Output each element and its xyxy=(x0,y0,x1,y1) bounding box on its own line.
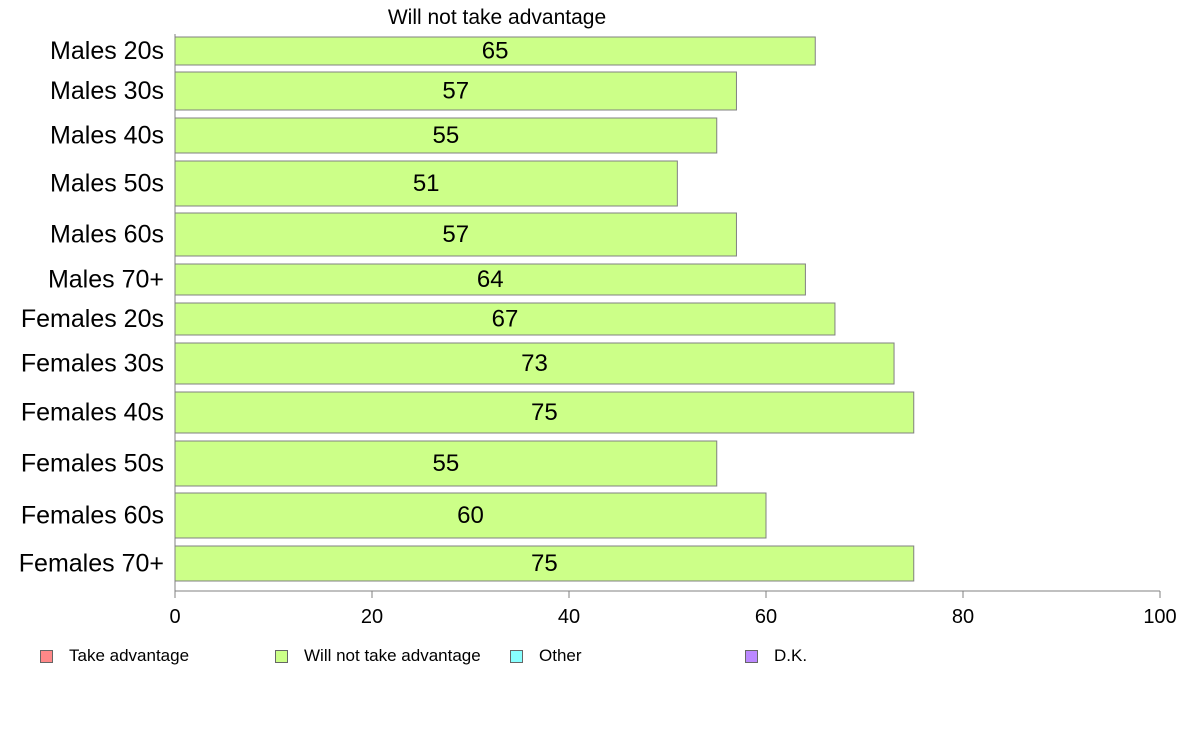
bar-value-label: 57 xyxy=(442,221,469,248)
category-label: Females 60s xyxy=(21,502,164,530)
bar-value-label: 57 xyxy=(442,78,469,105)
category-label: Males 20s xyxy=(50,37,164,65)
bar-value-label: 67 xyxy=(492,306,519,333)
category-label: Males 30s xyxy=(50,77,164,105)
x-tick-label: 20 xyxy=(361,606,383,628)
legend-item-will-not-take-advantage: Will not take advantage xyxy=(275,646,481,666)
legend-swatch-will-not-take-advantage xyxy=(275,649,288,663)
bar-value-label: 51 xyxy=(413,170,440,197)
bar xyxy=(174,263,806,296)
bar xyxy=(174,212,737,257)
bar-value-label: 75 xyxy=(531,550,558,577)
bar xyxy=(174,440,718,487)
category-label: Males 50s xyxy=(50,170,164,198)
bar-value-label: 75 xyxy=(531,399,558,426)
x-tick-label: 0 xyxy=(169,606,180,628)
bar xyxy=(174,342,895,385)
legend-swatch-dk xyxy=(745,649,758,663)
x-tick-label: 80 xyxy=(952,606,974,628)
legend-label: D.K. xyxy=(774,646,808,665)
legend-label: Other xyxy=(539,646,582,665)
legend-item-other: Other xyxy=(510,646,582,666)
category-label: Females 40s xyxy=(21,399,164,427)
legend-swatch-other xyxy=(510,649,523,663)
bar xyxy=(174,71,737,111)
category-label: Males 70+ xyxy=(48,266,164,294)
x-tick-label: 100 xyxy=(1143,606,1176,628)
category-label: Males 40s xyxy=(50,122,164,150)
bar xyxy=(174,492,767,539)
legend-item-dk: D.K. xyxy=(745,646,807,666)
bar-value-label: 55 xyxy=(433,122,460,149)
category-label: Females 30s xyxy=(21,350,164,378)
x-tick-label: 60 xyxy=(755,606,777,628)
legend-label: Will not take advantage xyxy=(304,646,481,665)
bar-chart: 65 Males 20s 57 Males 30s 55 Males 40s 51 Males… xyxy=(19,34,1177,628)
legend-label: Take advantage xyxy=(69,646,190,665)
legend: Take advantage Will not take advantage O… xyxy=(0,646,1188,670)
chart-title: Will not take advantage xyxy=(387,6,607,29)
x-tick-label: 40 xyxy=(558,606,580,628)
bar-value-label: 64 xyxy=(477,266,504,293)
category-label: Females 20s xyxy=(21,305,164,333)
category-label: Females 70+ xyxy=(19,550,164,578)
bar xyxy=(174,160,678,207)
category-label: Males 60s xyxy=(50,221,164,249)
legend-item-take-advantage: Take advantage xyxy=(40,646,189,666)
bar xyxy=(174,545,915,582)
bar-value-label: 60 xyxy=(457,502,484,529)
bar xyxy=(174,391,915,434)
bar-value-label: 73 xyxy=(521,350,548,377)
legend-swatch-take-advantage xyxy=(40,649,53,663)
bar-value-label: 65 xyxy=(482,38,509,65)
bar-value-label: 55 xyxy=(433,450,460,477)
bar xyxy=(174,302,836,336)
bar xyxy=(174,36,816,66)
category-label: Females 50s xyxy=(21,450,164,478)
